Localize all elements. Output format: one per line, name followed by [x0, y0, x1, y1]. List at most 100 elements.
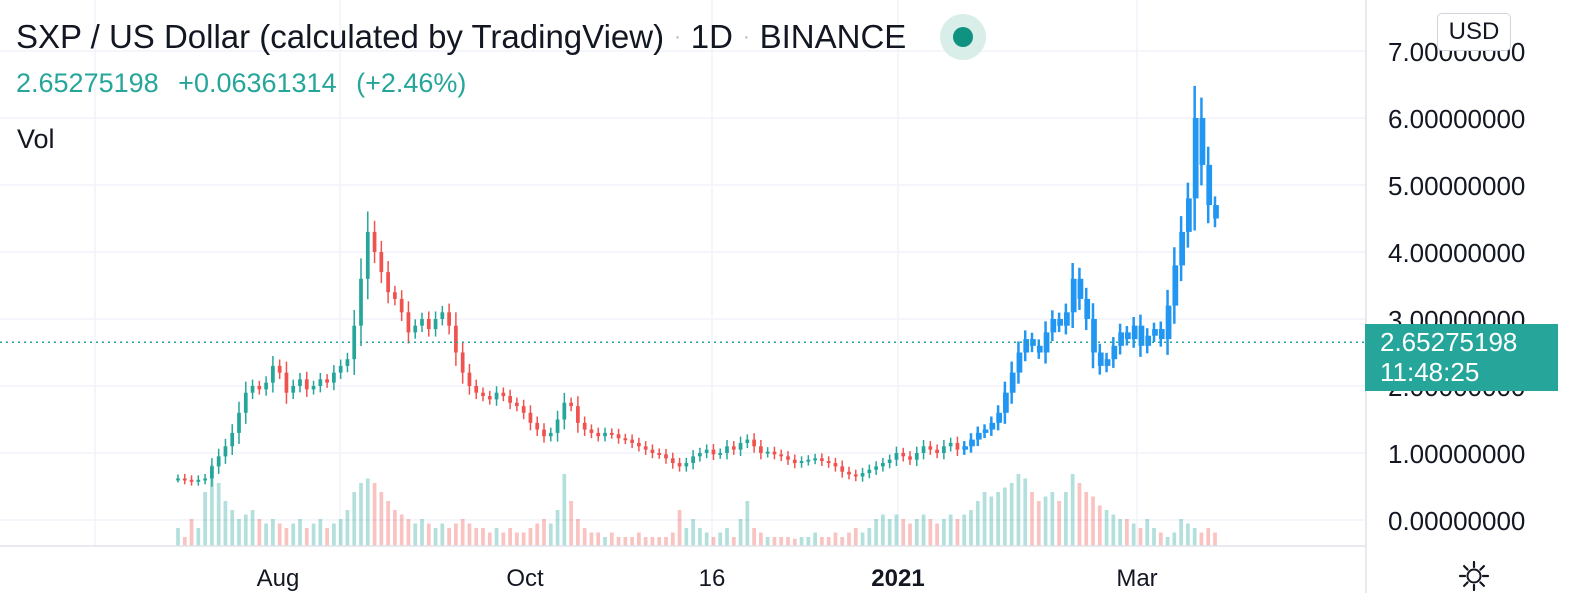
volume-bar: [1070, 474, 1075, 546]
volume-bar: [284, 528, 289, 546]
volume-bar: [230, 510, 235, 546]
candle-body: [813, 458, 817, 461]
volume-bar: [698, 528, 702, 546]
volume-bar: [881, 514, 885, 546]
volume-bar: [576, 519, 580, 546]
candle-body: [420, 319, 424, 326]
volume-bar: [1206, 528, 1211, 546]
volume-bar: [440, 523, 445, 546]
candle-body: [914, 453, 919, 460]
volume-bar: [399, 514, 404, 546]
volume-bar: [433, 528, 438, 546]
candle-body: [1172, 265, 1179, 306]
candle-body: [372, 231, 377, 252]
candle-body: [332, 372, 336, 383]
chart-grid: [0, 0, 1366, 546]
status-dot-icon[interactable]: [940, 14, 987, 60]
candle-body: [393, 292, 397, 299]
candle-body: [325, 379, 329, 383]
candle-body: [277, 365, 282, 373]
volume-bar: [1186, 523, 1190, 546]
candle-body: [243, 392, 248, 413]
volume-bar: [745, 501, 750, 546]
volume-bar: [711, 537, 716, 546]
candle-body: [440, 312, 445, 319]
volume-bar: [969, 510, 973, 546]
symbol-title[interactable]: SXP / US Dollar (calculated by TradingVi…: [16, 18, 665, 55]
volume-bar: [806, 537, 811, 546]
volume-bar: [372, 483, 377, 546]
candle-body: [1091, 319, 1097, 353]
candle-body: [1057, 319, 1063, 326]
volume-bar: [210, 465, 214, 546]
candle-body: [955, 442, 960, 450]
candle-body: [806, 459, 811, 462]
candle-body: [481, 392, 485, 397]
candle-body: [969, 439, 975, 447]
candle-body: [820, 458, 824, 462]
volume-bar: [542, 519, 546, 546]
volume-bar: [365, 478, 370, 546]
candle-body: [901, 453, 906, 457]
candle-body: [670, 458, 675, 464]
volume-bar: [989, 496, 994, 546]
volume-bar: [318, 519, 323, 546]
candle-body: [1131, 325, 1138, 340]
volume-bar: [298, 519, 302, 546]
candle-body: [474, 386, 479, 393]
volume-label[interactable]: Vol: [17, 124, 55, 154]
volume-bar: [616, 537, 621, 546]
volume-bar: [508, 528, 512, 546]
candle-body: [1186, 198, 1192, 232]
candle-body: [304, 379, 309, 390]
candle-body: [298, 379, 302, 386]
candle-body: [467, 372, 472, 386]
volume-bar: [826, 537, 831, 546]
volume-bar: [996, 492, 1000, 546]
candle-body: [752, 439, 756, 447]
volume-bar: [528, 528, 533, 546]
volume-bar: [291, 523, 296, 546]
title-separator: ·: [742, 25, 750, 48]
time-axis: Aug Oct 16 2021 Mar: [257, 565, 1158, 592]
candle-body: [176, 478, 180, 481]
volume-bar: [182, 537, 187, 546]
gear-icon[interactable]: [1458, 560, 1490, 592]
volume-bar: [650, 537, 655, 546]
volume-bar: [223, 501, 228, 546]
volume-bar: [1084, 492, 1089, 546]
candle-body: [447, 312, 451, 326]
candle-body: [894, 453, 899, 460]
candle-body: [921, 446, 926, 453]
volume-bar: [1138, 528, 1143, 546]
candle-body: [338, 365, 343, 373]
candle-body: [704, 449, 709, 453]
candle-body: [765, 451, 770, 454]
interval-label[interactable]: 1D: [690, 18, 733, 55]
candle-body: [962, 446, 969, 450]
candle-body: [433, 319, 438, 330]
candle-body: [982, 429, 989, 433]
title-separator: ·: [674, 25, 681, 48]
volume-bar: [718, 532, 723, 546]
volume-bar: [1165, 537, 1170, 546]
candle-body: [1213, 205, 1219, 219]
volume-bar: [237, 519, 241, 546]
candle-body: [589, 429, 594, 433]
volume-bar: [1199, 532, 1204, 546]
volume-bar: [820, 537, 824, 546]
volume-bar: [637, 532, 641, 546]
volume-bar: [304, 528, 309, 546]
volume-bar: [1077, 483, 1082, 546]
volume-bar: [691, 519, 695, 546]
currency-button[interactable]: USD: [1437, 13, 1511, 51]
candle-body: [318, 379, 323, 386]
volume-bar: [535, 523, 540, 546]
exchange-label[interactable]: BINANCE: [759, 18, 907, 55]
candle-body: [216, 456, 221, 467]
candle-body: [528, 412, 533, 423]
candle-body: [989, 422, 996, 430]
candle-body: [555, 419, 560, 433]
candle-body: [576, 406, 580, 423]
candle-body: [643, 446, 648, 450]
